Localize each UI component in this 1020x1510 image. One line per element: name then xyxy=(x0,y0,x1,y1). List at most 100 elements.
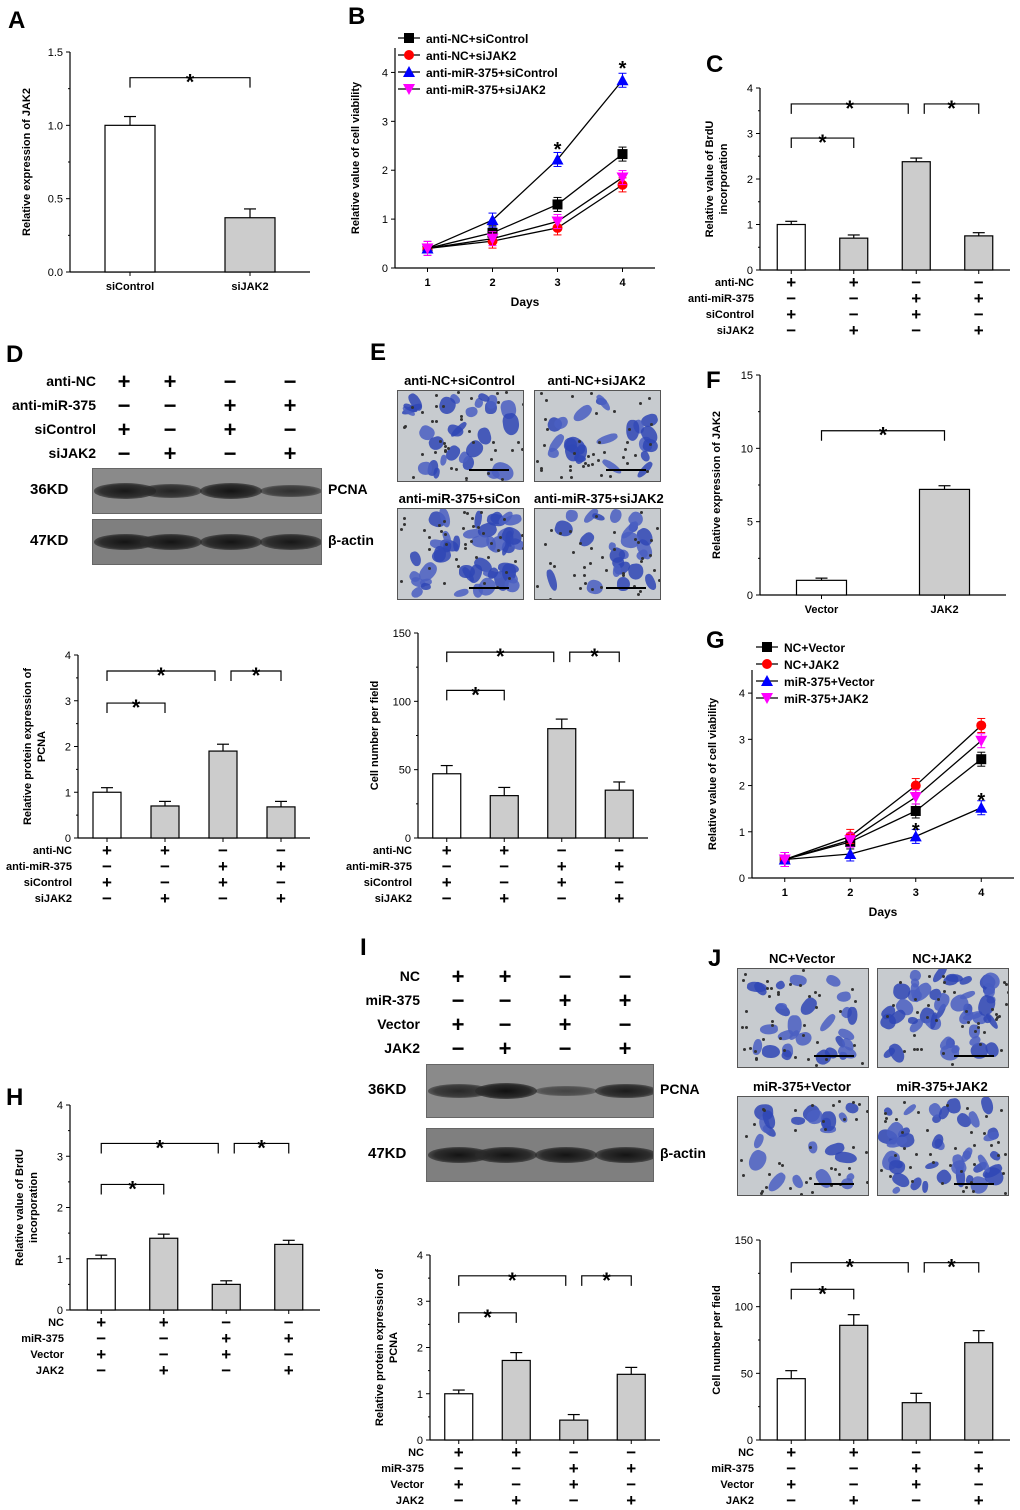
membrane-pore xyxy=(479,510,483,514)
membrane-pore xyxy=(521,403,523,407)
membrane-pore xyxy=(789,1187,793,1191)
E_chart-y-tick-label: 100 xyxy=(393,696,411,708)
membrane-pore xyxy=(648,554,652,558)
membrane-pore xyxy=(901,1131,905,1135)
membrane-pore xyxy=(910,1180,914,1184)
D_chart-significance-bracket xyxy=(106,670,216,682)
E_chart-y-tick-label: 50 xyxy=(399,765,411,777)
blot-condition-sign: − xyxy=(451,1036,465,1061)
blot-membrane xyxy=(92,468,322,514)
membrane-pore xyxy=(762,1038,766,1042)
C-significance-bracket xyxy=(790,103,909,114)
membrane-pore xyxy=(950,1062,954,1066)
J_chart-condition-sign: − xyxy=(786,1491,796,1510)
B-data-point xyxy=(486,233,499,245)
stained-cell xyxy=(600,456,623,476)
D_chart-y-label: Relative protein expression of xyxy=(22,668,34,825)
C-significance-star: * xyxy=(818,130,827,155)
membrane-pore xyxy=(915,1048,919,1052)
membrane-pore xyxy=(903,1050,907,1054)
membrane-pore xyxy=(931,1160,935,1164)
E_chart-condition-sign: − xyxy=(499,857,509,876)
C-y-tick-label: 4 xyxy=(747,83,753,95)
blot-condition-sign: + xyxy=(283,441,297,466)
membrane-pore xyxy=(577,440,581,444)
B-data-point xyxy=(421,243,434,255)
D_chart-y-tick-label: 0 xyxy=(65,833,71,845)
membrane-pore xyxy=(491,440,495,444)
I_chart-condition-sign: − xyxy=(626,1475,636,1494)
E_chart-condition-sign: + xyxy=(557,857,567,876)
J_chart-condition-sign: + xyxy=(911,1459,921,1478)
blot-protein-label: β-actin xyxy=(328,532,374,548)
D_chart-y-tick-label: 1 xyxy=(65,787,71,799)
membrane-pore xyxy=(626,462,630,466)
membrane-pore xyxy=(760,1189,764,1193)
H-condition-sign: − xyxy=(159,1329,169,1348)
membrane-pore xyxy=(428,547,432,551)
E_chart-significance-bracket xyxy=(569,651,620,663)
H-condition-sign: − xyxy=(96,1361,106,1380)
C-bar xyxy=(901,161,931,271)
I_chart-condition-sign: − xyxy=(569,1443,579,1462)
membrane-pore xyxy=(501,478,505,481)
I_chart-condition-sign: + xyxy=(569,1459,579,1478)
D_chart-condition-sign: + xyxy=(160,889,170,908)
membrane-pore xyxy=(943,990,947,994)
membrane-pore xyxy=(779,1036,783,1040)
membrane-pore xyxy=(794,1108,798,1112)
C-significance-star: * xyxy=(845,96,854,121)
I_chart-condition-sign: + xyxy=(569,1475,579,1494)
membrane-pore xyxy=(894,1117,898,1121)
membrane-pore xyxy=(634,453,638,457)
transwell-micrograph xyxy=(534,390,661,482)
B-x-tick-label: 2 xyxy=(489,277,495,289)
C-condition-sign: + xyxy=(911,305,921,324)
G-y-tick-label: 1 xyxy=(739,827,745,839)
membrane-pore xyxy=(768,994,772,998)
membrane-pore xyxy=(1002,1171,1006,1175)
F-y-tick-label: 5 xyxy=(747,517,753,529)
G-y-label: Relative value of cell viability xyxy=(707,697,719,850)
membrane-pore xyxy=(634,537,638,541)
blot-band xyxy=(535,1085,597,1097)
membrane-pore xyxy=(444,448,448,452)
membrane-pore xyxy=(442,582,446,586)
membrane-pore xyxy=(815,1040,819,1044)
micrograph-title: NC+Vector xyxy=(768,951,836,966)
membrane-pore xyxy=(645,469,649,473)
membrane-pore xyxy=(942,1052,946,1056)
membrane-pore xyxy=(811,1104,815,1108)
G-data-point xyxy=(844,847,857,859)
micrograph-title: anti-miR-375+siCon xyxy=(398,491,521,506)
blot-condition-label: anti-miR-375 xyxy=(11,397,96,413)
membrane-pore xyxy=(942,980,946,984)
membrane-pore xyxy=(545,428,549,432)
blot-condition-sign: − xyxy=(163,393,177,418)
membrane-pore xyxy=(941,1181,945,1185)
membrane-pore xyxy=(995,1017,999,1021)
stained-cell xyxy=(577,529,597,549)
membrane-pore xyxy=(636,540,640,544)
G-data-point xyxy=(910,805,921,816)
blot-membrane xyxy=(92,519,322,565)
H-condition-sign: + xyxy=(284,1329,294,1348)
blot-band xyxy=(475,1083,537,1099)
membrane-pore xyxy=(748,1047,752,1051)
membrane-pore xyxy=(505,571,509,575)
G-legend-marker xyxy=(762,659,772,669)
J_chart-y-tick-label: 50 xyxy=(741,1368,753,1380)
membrane-pore xyxy=(803,1024,807,1028)
membrane-pore xyxy=(464,543,468,547)
membrane-pore xyxy=(596,459,600,463)
membrane-pore xyxy=(960,1170,964,1174)
membrane-pore xyxy=(544,399,548,403)
C-condition-sign: + xyxy=(974,289,984,308)
J_chart-condition-label: NC xyxy=(738,1447,754,1459)
H-y-tick-label: 0 xyxy=(57,1305,63,1317)
transwell-micrograph xyxy=(737,1096,869,1196)
H-condition-sign: − xyxy=(96,1329,106,1348)
membrane-pore xyxy=(612,548,616,552)
membrane-pore xyxy=(649,443,653,447)
stained-cell xyxy=(453,587,470,599)
